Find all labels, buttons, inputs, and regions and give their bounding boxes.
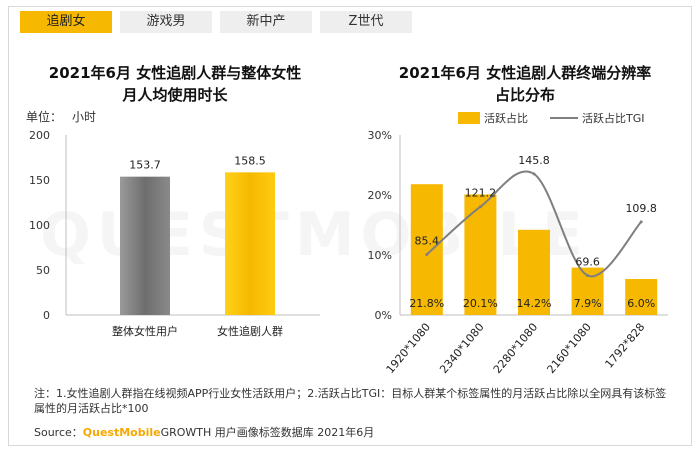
card-frame [8,6,692,446]
left-chart-title: 2021年6月 女性追剧人群与整体女性 月人均使用时长 [30,62,320,106]
unit-label: 单位： 小时 [26,108,106,125]
left-chart-title-line1: 2021年6月 女性追剧人群与整体女性 [48,64,302,82]
right-chart-legend: 活跃占比 活跃占比TGI [458,110,645,126]
right-chart-title-line1: 2021年6月 女性追剧人群终端分辨率 [398,64,652,82]
unit-value: 小时 [72,110,97,124]
legend-bar-swatch [458,112,480,124]
source-rest: GROWTH 用户画像标签数据库 2021年6月 [160,426,375,439]
tab-new-middle-class[interactable]: 新中产 [220,11,312,33]
legend-line-swatch [550,117,578,119]
unit-prefix: 单位： [26,110,63,124]
source-prefix: Source： [34,426,83,439]
tab-gamer-men[interactable]: 游戏男 [120,11,212,33]
tab-drama-women[interactable]: 追剧女 [20,11,112,33]
legend-bar-label: 活跃占比 [484,112,528,125]
right-chart-title: 2021年6月 女性追剧人群终端分辨率 占比分布 [360,62,690,106]
tab-gen-z[interactable]: Z世代 [320,11,412,33]
tab-bar: 追剧女 游戏男 新中产 Z世代 [20,11,412,33]
watermark: QUESTMOBILE [40,200,589,270]
footnote: 注：1.女性追剧人群指在线视频APP行业女性活跃用户；2.活跃占比TGI：目标人… [34,387,667,415]
source-brand: QuestMobile [82,426,161,439]
legend-line-label: 活跃占比TGI [582,112,645,125]
right-chart-title-line2: 占比分布 [494,86,555,104]
source-line: Source：QuestMobileGROWTH 用户画像标签数据库 2021年… [34,424,374,440]
left-chart-title-line2: 月人均使用时长 [122,86,228,104]
